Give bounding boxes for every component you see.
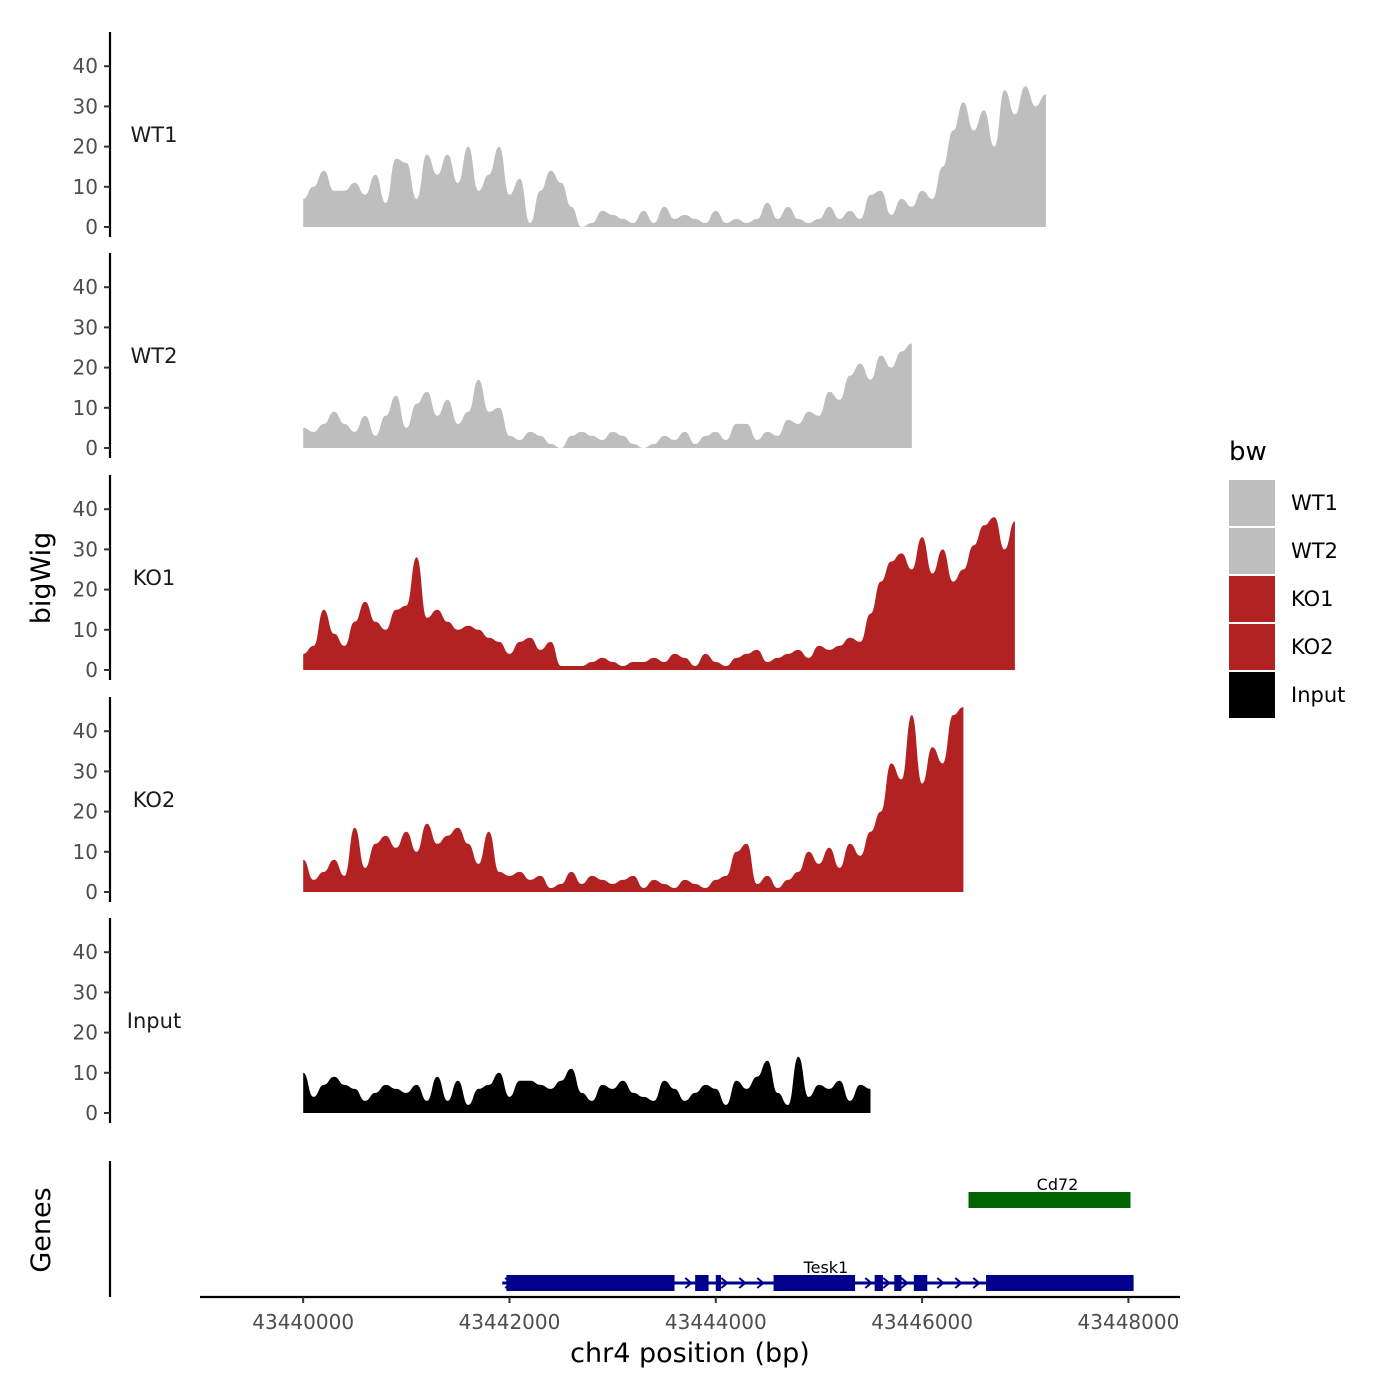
legend-swatch-input: [1229, 672, 1275, 718]
y-tick-label: 40: [73, 719, 98, 743]
y-axis-title: bigWig: [26, 532, 57, 625]
y-tick-label: 0: [85, 436, 98, 460]
coverage-tracks: 0 10 20 30 40 WT1 0 10 20 30 40 WT2 0 10 20 30 40 KO1 0 10 2…: [73, 32, 1046, 1125]
gene-name-label: Tesk1: [803, 1258, 849, 1277]
track-label: KO2: [133, 788, 176, 812]
x-tick-label: 43448000: [1078, 1310, 1180, 1334]
track-panel-ko1: 0 10 20 30 40 KO1: [73, 475, 1015, 682]
y-tick-label: 30: [73, 94, 98, 118]
coverage-area-wt2: [303, 343, 912, 448]
track-label: WT2: [131, 344, 178, 368]
gene-exon: [1097, 1192, 1131, 1208]
y-tick-label: 30: [73, 537, 98, 561]
legend-swatch-wt1: [1229, 480, 1275, 526]
gene-exon: [986, 1275, 1134, 1291]
legend-title: bw: [1229, 437, 1267, 467]
strand-arrow: [720, 1277, 729, 1289]
gene-cd72: Cd72: [968, 1175, 1131, 1208]
y-tick-label: 30: [73, 980, 98, 1004]
y-tick-label: 40: [73, 497, 98, 521]
y-tick-label: 20: [73, 800, 98, 824]
track-label: Input: [127, 1009, 181, 1033]
track-label: KO1: [133, 566, 176, 590]
coverage-area-input: [303, 1056, 871, 1113]
legend-label-ko2: KO2: [1291, 635, 1334, 659]
track-label: WT1: [131, 123, 178, 147]
legend-label-ko1: KO1: [1291, 587, 1334, 611]
gene-annotation-panel: Cd72 Tesk1: [108, 1161, 1134, 1297]
x-tick-label: 43440000: [252, 1310, 354, 1334]
gene-exon: [894, 1275, 902, 1291]
gene-name-label: Cd72: [1037, 1175, 1079, 1194]
gene-exon: [695, 1275, 709, 1291]
gene-exon: [874, 1275, 883, 1291]
gene-exon: [773, 1275, 856, 1291]
strand-arrow: [954, 1277, 963, 1289]
genes-panel-title: Genes: [26, 1187, 57, 1272]
legend-swatch-wt2: [1229, 528, 1275, 574]
strand-arrow: [900, 1277, 909, 1289]
x-tick-label: 43444000: [665, 1310, 767, 1334]
track-panel-wt2: 0 10 20 30 40 WT2: [73, 253, 912, 460]
y-tick-label: 0: [85, 658, 98, 682]
strand-arrow: [882, 1277, 891, 1289]
strand-arrow: [684, 1277, 693, 1289]
legend-label-input: Input: [1291, 683, 1345, 707]
y-tick-label: 40: [73, 940, 98, 964]
x-axis: 43440000 43442000 43444000 43446000 43448000: [200, 1295, 1180, 1334]
gene-exon: [968, 1192, 1098, 1208]
y-tick-label: 20: [73, 578, 98, 602]
y-tick-label: 30: [73, 759, 98, 783]
gene-exon: [506, 1275, 675, 1291]
strand-arrow: [972, 1277, 981, 1289]
y-tick-label: 40: [73, 54, 98, 78]
y-tick-label: 10: [73, 618, 98, 642]
y-tick-label: 20: [73, 1021, 98, 1045]
y-tick-label: 20: [73, 135, 98, 159]
y-tick-label: 30: [73, 315, 98, 339]
y-tick-label: 20: [73, 356, 98, 380]
x-tick-label: 43442000: [459, 1310, 561, 1334]
x-tick-label: 43446000: [871, 1310, 973, 1334]
legend-label-wt1: WT1: [1291, 491, 1338, 515]
legend-swatch-ko2: [1229, 624, 1275, 670]
y-tick-label: 10: [73, 175, 98, 199]
y-tick-label: 0: [85, 1101, 98, 1125]
legend: bw WT1 WT2 KO1 KO2 Input: [1229, 437, 1345, 718]
y-tick-label: 0: [85, 880, 98, 904]
track-panel-ko2: 0 10 20 30 40 KO2: [73, 697, 964, 904]
strand-arrow: [864, 1277, 873, 1289]
strand-arrow: [738, 1277, 747, 1289]
legend-label-wt2: WT2: [1291, 539, 1338, 563]
track-panel-wt1: 0 10 20 30 40 WT1: [73, 32, 1046, 239]
gene-exon: [715, 1275, 721, 1291]
y-tick-label: 10: [73, 396, 98, 420]
x-axis-title: chr4 position (bp): [570, 1338, 810, 1369]
strand-arrow: [936, 1277, 945, 1289]
coverage-area-ko1: [303, 517, 1015, 670]
legend-swatch-ko1: [1229, 576, 1275, 622]
y-tick-label: 10: [73, 840, 98, 864]
coverage-area-ko2: [303, 707, 964, 892]
y-tick-label: 0: [85, 215, 98, 239]
gene-tesk1: Tesk1: [502, 1258, 1134, 1291]
strand-arrow: [756, 1277, 765, 1289]
track-panel-input: 0 10 20 30 40 Input: [73, 918, 871, 1125]
gene-exon: [913, 1275, 928, 1291]
coverage-area-wt1: [303, 86, 1046, 227]
y-tick-label: 10: [73, 1061, 98, 1085]
y-tick-label: 40: [73, 275, 98, 299]
